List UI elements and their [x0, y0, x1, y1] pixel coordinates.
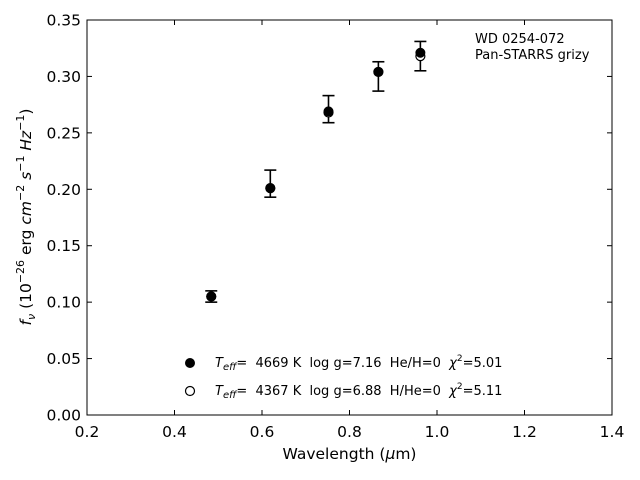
y-tick-label: 0.00: [46, 407, 81, 425]
x-tick-label: 1.4: [600, 423, 625, 441]
legend-text-2: Teff= 4367 K log g=6.88 H/He=0 χ2=5.11: [215, 382, 502, 401]
y-tick-label: 0.35: [46, 12, 81, 30]
x-tick-label: 0.8: [337, 423, 362, 441]
model-point-filled: [373, 66, 384, 77]
x-tick-label: 0.4: [162, 423, 187, 441]
legend-text-1: Teff= 4669 K log g=7.16 He/H=0 χ2=5.01: [215, 354, 502, 373]
x-tick-label: 1.2: [512, 423, 537, 441]
model-point-filled: [206, 291, 217, 302]
legend-marker-open: [184, 385, 196, 397]
y-tick-label: 0.30: [46, 68, 81, 86]
model-point-filled: [415, 47, 426, 58]
y-tick-label: 0.15: [46, 237, 81, 255]
legend: Teff= 4669 K log g=7.16 He/H=0 χ2=5.01 T…: [184, 354, 502, 401]
x-axis-label: Wavelength (μm): [283, 445, 417, 463]
y-tick-label: 0.20: [46, 181, 81, 199]
y-tick-label: 0.05: [46, 350, 81, 368]
y-axis-label: fν (10−26 erg cm−2 s−1 Hz−1): [14, 109, 38, 326]
legend-marker-filled: [185, 358, 195, 368]
axis-ticks: 0.2 0.4 0.6 0.8 1.0 1.2 1.4 0.00 0.05 0.10 0.15 0.2…: [46, 12, 624, 442]
model-point-filled: [265, 183, 276, 194]
y-tick-label: 0.10: [46, 294, 81, 312]
x-tick-label: 0.2: [75, 423, 100, 441]
x-tick-label: 0.6: [250, 423, 275, 441]
annotation-survey: Pan-STARRS grizy: [475, 48, 590, 63]
annotation-object: WD 0254-072: [475, 32, 565, 47]
data-marks: [205, 40, 427, 303]
x-tick-label: 1.0: [425, 423, 450, 441]
plot-area: [86, 19, 613, 416]
model-point-filled: [323, 106, 334, 117]
y-tick-label: 0.25: [46, 124, 81, 142]
